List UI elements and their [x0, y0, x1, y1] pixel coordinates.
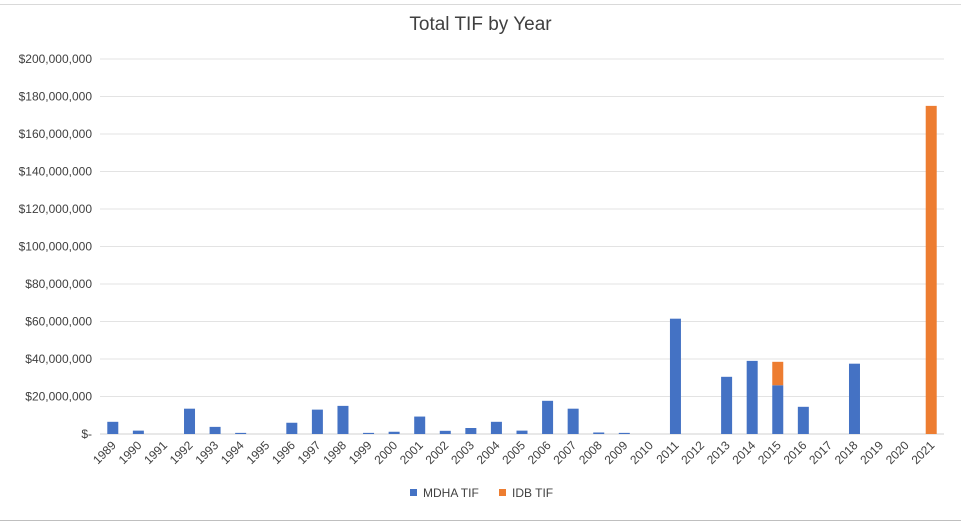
bar	[107, 421, 119, 434]
x-tick-label: 2021	[909, 438, 938, 467]
x-tick-label: 2001	[397, 438, 426, 467]
x-tick-label: 2014	[730, 438, 759, 467]
bar	[542, 400, 554, 434]
x-tick-label: 2002	[423, 438, 452, 467]
x-tick-label: 2009	[602, 438, 631, 467]
x-tick-label: 2011	[653, 438, 681, 466]
y-tick-label: $60,000,000	[25, 315, 92, 329]
x-tick-label: 2006	[525, 438, 554, 467]
bar	[439, 430, 451, 434]
x-tick-label: 1995	[244, 438, 273, 467]
bar	[618, 432, 630, 434]
legend-swatch	[410, 489, 417, 496]
x-tick-label: 2003	[448, 438, 477, 467]
x-tick-label: 1990	[116, 438, 145, 467]
x-tick-label: 1996	[269, 438, 298, 467]
bar	[567, 408, 579, 434]
legend-swatch	[499, 489, 506, 496]
bar	[925, 105, 937, 434]
y-tick-label: $40,000,000	[25, 352, 92, 366]
bar	[516, 430, 528, 434]
x-tick-label: 2007	[550, 438, 579, 467]
bar	[184, 408, 196, 434]
x-tick-label: 2004	[474, 438, 503, 467]
bar	[593, 432, 605, 434]
x-tick-label: 2005	[499, 438, 528, 467]
y-tick-label: $100,000,000	[19, 240, 93, 254]
bar	[363, 432, 375, 434]
x-tick-label: 1989	[90, 438, 119, 467]
bar	[848, 363, 860, 434]
y-tick-label: $200,000,000	[19, 52, 93, 66]
bottom-border	[0, 520, 961, 521]
bar	[772, 361, 784, 386]
y-tick-label: $-	[81, 427, 92, 441]
y-tick-label: $160,000,000	[19, 127, 93, 141]
bar	[311, 409, 323, 434]
x-tick-label: 1993	[192, 438, 221, 467]
bar	[465, 428, 477, 434]
bar	[669, 318, 681, 434]
x-tick-label: 2012	[678, 438, 707, 467]
x-tick-label: 1999	[346, 438, 375, 467]
y-tick-label: $180,000,000	[19, 90, 93, 104]
y-tick-label: $80,000,000	[25, 277, 92, 291]
bar	[746, 360, 758, 434]
x-tick-label: 1992	[167, 438, 196, 467]
legend-label: IDB TIF	[512, 486, 553, 500]
bar	[132, 430, 144, 434]
x-tick-label: 2010	[627, 438, 656, 467]
x-tick-label: 2020	[883, 438, 912, 467]
bar	[337, 405, 349, 434]
bar	[414, 416, 426, 434]
x-tick-label: 1997	[295, 438, 324, 467]
y-tick-label: $20,000,000	[25, 390, 92, 404]
bar	[721, 376, 733, 434]
legend-label: MDHA TIF	[423, 486, 479, 500]
x-tick-label: 2019	[857, 438, 886, 467]
x-tick-label: 2015	[755, 438, 784, 467]
y-tick-label: $140,000,000	[19, 165, 93, 179]
bar	[797, 406, 809, 434]
x-tick-label: 2000	[371, 438, 400, 467]
bar	[286, 422, 298, 434]
x-tick-label: 2013	[704, 438, 733, 467]
x-tick-label: 1994	[218, 438, 247, 467]
bar	[209, 426, 221, 434]
x-tick-label: 2008	[576, 438, 605, 467]
y-tick-label: $120,000,000	[19, 202, 93, 216]
bar	[235, 432, 247, 434]
x-tick-label: 2018	[832, 438, 861, 467]
bar	[772, 385, 784, 434]
bar	[490, 421, 502, 434]
x-tick-label: 1991	[141, 438, 170, 467]
x-tick-label: 1998	[320, 438, 349, 467]
x-tick-label: 2016	[781, 438, 810, 467]
bar	[388, 431, 400, 434]
top-border	[0, 0, 961, 5]
chart-title: Total TIF by Year	[409, 14, 552, 35]
x-tick-label: 2017	[806, 438, 835, 467]
